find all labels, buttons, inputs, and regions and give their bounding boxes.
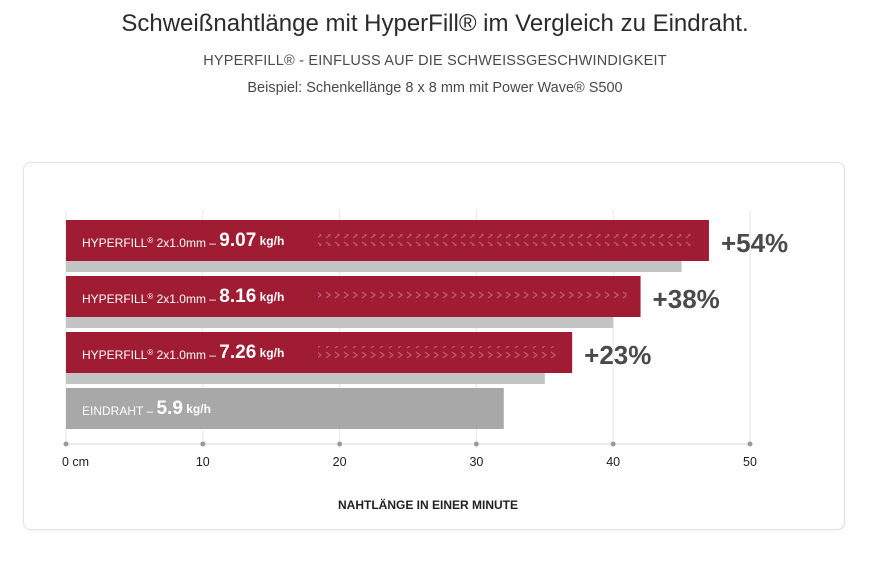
gain-label: +38% (653, 284, 720, 314)
tick-label: 0 cm (62, 455, 89, 469)
tick-label: 30 (469, 455, 483, 469)
tick-label: 10 (196, 455, 210, 469)
x-axis: 0 cm 10 20 30 40 50 (62, 441, 757, 469)
bar-row: HYPERFILL® 2x1.0mm – 9.07 kg/h +54% (66, 220, 788, 272)
bar-row: EINDRAHT – 5.9 kg/h (66, 388, 504, 429)
bar-row: HYPERFILL® 2x1.0mm – 7.26 kg/h +23% (66, 332, 651, 384)
tick-dot (63, 441, 69, 447)
bar-label: EINDRAHT – 5.9 kg/h (82, 398, 211, 419)
page-title: Schweißnahtlänge mit HyperFill® im Vergl… (121, 10, 749, 37)
bar-chevrons (318, 290, 627, 302)
bar-row: HYPERFILL® 2x1.0mm – 8.16 kg/h +38% (66, 276, 720, 328)
tick-dot (473, 441, 479, 447)
bars: HYPERFILL® 2x1.0mm – 9.07 kg/h +54%HYPERF… (66, 220, 788, 429)
bar-chevrons (318, 234, 695, 246)
tick-dot (337, 441, 343, 447)
tick-dot (200, 441, 206, 447)
example-note: Beispiel: Schenkellänge 8 x 8 mm mit Pow… (247, 80, 623, 96)
x-axis-label: NAHTLÄNGE IN EINER MINUTE (338, 497, 518, 512)
tick-dot (610, 441, 616, 447)
tick-dot (747, 441, 753, 447)
bar-label: HYPERFILL® 2x1.0mm – 9.07 kg/h (82, 230, 284, 251)
tick-label: 50 (743, 455, 757, 469)
tick-label: 20 (333, 455, 347, 469)
bar (66, 388, 504, 429)
bar-chevrons (318, 346, 559, 358)
bar-label: HYPERFILL® 2x1.0mm – 7.26 kg/h (82, 342, 284, 363)
gain-label: +23% (584, 340, 651, 370)
tick-label: 40 (606, 455, 620, 469)
bar-label: HYPERFILL® 2x1.0mm – 8.16 kg/h (82, 286, 284, 307)
gain-label: +54% (721, 228, 788, 258)
page-subtitle: HYPERFILL® - EINFLUSS AUF DIE SCHWEISSGE… (203, 53, 667, 69)
